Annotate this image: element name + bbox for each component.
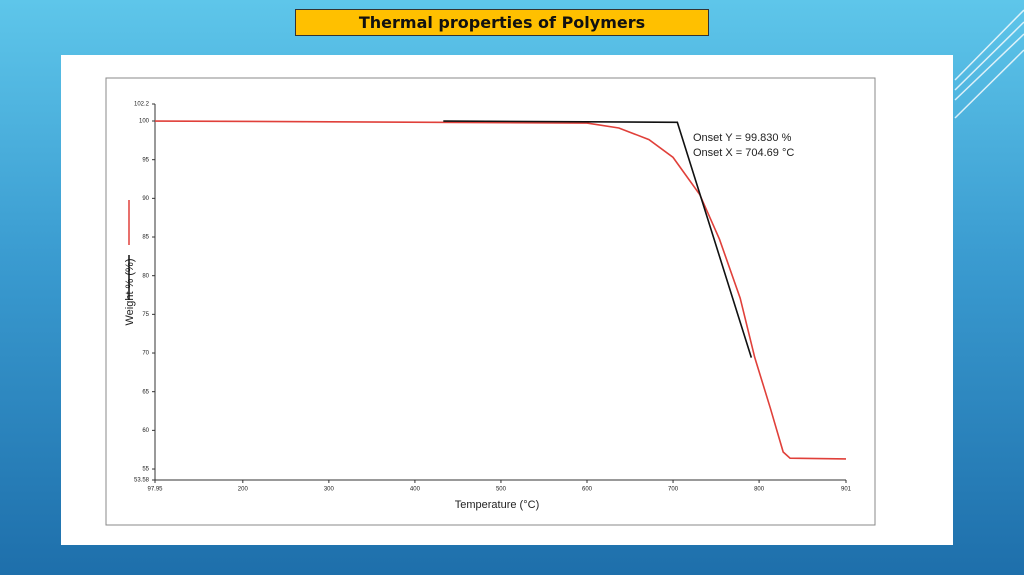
- y-tick-label: 75: [142, 312, 149, 318]
- y-tick-label: 53.58: [134, 478, 150, 484]
- x-axis-label: Temperature (°C): [455, 499, 539, 511]
- chart-panel: [61, 55, 953, 545]
- annotation: Onset Y = 99.830 %: [693, 132, 792, 144]
- x-tick-label: 700: [668, 487, 679, 493]
- x-tick-label: 800: [754, 487, 765, 493]
- x-tick-label: 500: [496, 487, 507, 493]
- y-tick-label: 55: [142, 467, 149, 473]
- y-tick-label: 95: [142, 157, 149, 163]
- y-tick-label: 65: [142, 389, 149, 395]
- y-tick-label: 70: [142, 351, 149, 357]
- slide-title: Thermal properties of Polymers: [295, 9, 709, 36]
- x-tick-label: 400: [410, 487, 421, 493]
- data-line: [155, 120, 847, 460]
- y-tick-label: 90: [142, 196, 149, 202]
- y-tick-label: 102.2: [134, 102, 150, 108]
- annotation: Onset X = 704.69 °C: [693, 147, 794, 159]
- y-axis-label: Weight % (%): [124, 258, 136, 325]
- y-tick-label: 80: [142, 273, 149, 279]
- chart-frame: [105, 77, 876, 526]
- x-tick-label: 300: [324, 487, 335, 493]
- y-tick-label: 85: [142, 235, 149, 241]
- x-tick-label: 97.95: [147, 487, 163, 493]
- x-tick-label: 901: [841, 487, 852, 493]
- x-tick-label: 600: [582, 487, 593, 493]
- x-tick-label: 200: [238, 487, 249, 493]
- y-tick-label: 100: [139, 119, 150, 125]
- y-tick-label: 60: [142, 428, 149, 434]
- data-line: [443, 120, 753, 358]
